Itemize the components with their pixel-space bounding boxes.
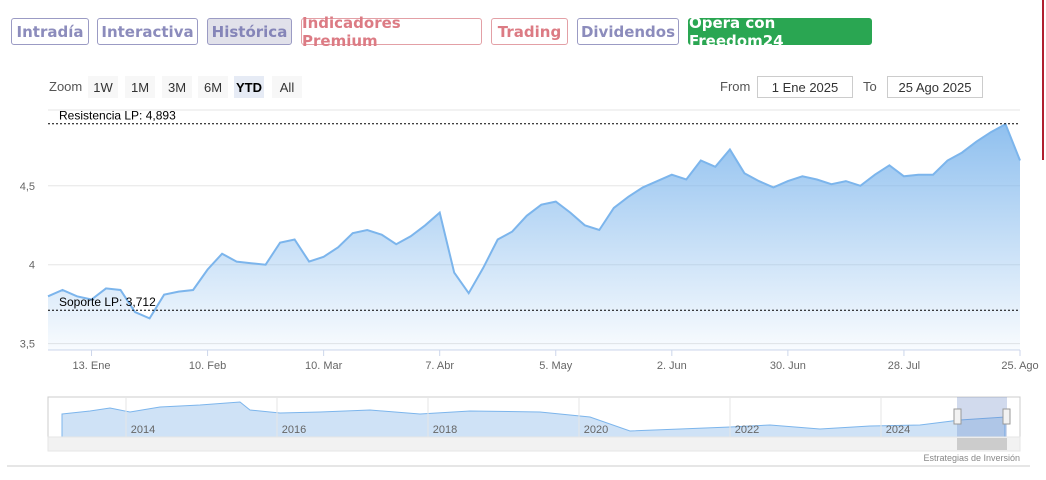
area	[48, 124, 1020, 350]
navigator-year: 2020	[584, 424, 608, 436]
from-label: From	[720, 79, 751, 94]
tab[interactable]: Interactiva	[97, 18, 198, 45]
x-tick-label: 13. Ene	[73, 360, 111, 372]
x-tick-label: 10. Feb	[189, 360, 226, 372]
x-tick-label: 5. May	[539, 360, 573, 372]
x-tick-label: 28. Jul	[888, 360, 920, 372]
navigator-year: 2014	[131, 424, 155, 436]
zoom-button[interactable]: YTD	[234, 76, 264, 98]
zoom-button[interactable]: 6M	[198, 76, 228, 98]
x-tick-label: 7. Abr	[425, 360, 454, 372]
credit: Estrategias de Inversión	[923, 453, 1020, 463]
scrollbar[interactable]	[47, 436, 1021, 452]
y-tick-label: 4,5	[20, 181, 35, 193]
navigator-year: 2018	[433, 424, 457, 436]
x-tick-label: 25. Ago	[1001, 360, 1038, 372]
tab[interactable]: Trading	[491, 18, 568, 45]
navigator-year: 2016	[282, 424, 306, 436]
tab[interactable]: Histórica	[207, 18, 292, 45]
to-label: To	[863, 79, 877, 94]
navigator-series	[61, 401, 1006, 438]
tab[interactable]: Dividendos	[577, 18, 679, 45]
to-input[interactable]: 25 Ago 2025	[887, 76, 983, 98]
annotation-label: Soporte LP: 3,712	[59, 295, 156, 309]
side-bar	[1042, 0, 1044, 160]
navigator	[47, 396, 1021, 452]
scrollbar-thumb[interactable]	[957, 438, 1007, 450]
zoom-button[interactable]: 1W	[88, 76, 118, 98]
from-input[interactable]: 1 Ene 2025	[757, 76, 853, 98]
navigator-mask	[957, 397, 1007, 437]
zoom-label: Zoom	[49, 79, 83, 94]
annotation-label: Resistencia LP: 4,893	[59, 109, 176, 123]
zoom-button[interactable]: 1M	[125, 76, 155, 98]
tab[interactable]: Intradía	[11, 18, 89, 45]
x-tick-label: 2. Jun	[657, 360, 687, 372]
navigator-handle[interactable]	[1002, 408, 1011, 425]
navigator-year: 2024	[886, 424, 910, 436]
y-tick-label: 3,5	[20, 339, 35, 351]
x-tick-label: 10. Mar	[305, 360, 343, 372]
y-tick-label: 4	[29, 260, 35, 272]
zoom-button[interactable]: 3M	[162, 76, 192, 98]
zoom-button[interactable]: All	[272, 76, 302, 98]
line	[47, 122, 1021, 320]
x-tick-label: 30. Jun	[770, 360, 806, 372]
navigator-handle[interactable]	[953, 408, 962, 425]
navigator-year: 2022	[735, 424, 759, 436]
